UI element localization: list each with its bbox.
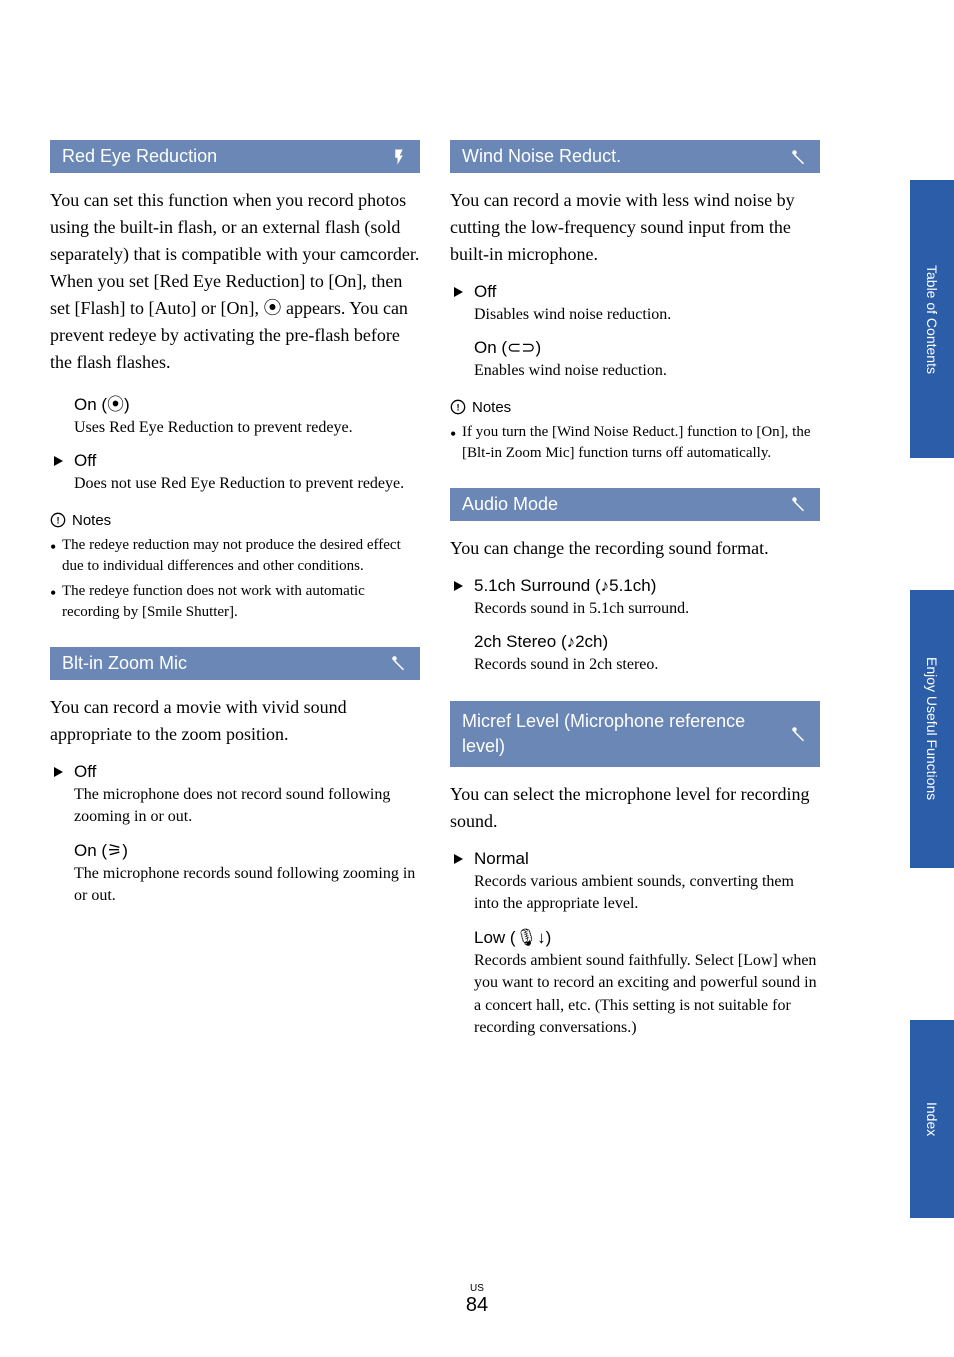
option-name: On (⚞)	[74, 841, 128, 860]
svg-text:!: !	[56, 516, 59, 526]
section-header: Wind Noise Reduct.	[450, 140, 820, 173]
option: Low (🎙↓) Records ambient sound faithfully…	[450, 928, 820, 1040]
notes-header: ! Notes	[450, 399, 820, 416]
section-title: Red Eye Reduction	[62, 146, 217, 167]
option: On (⊂⊃) Enables wind noise reduction.	[450, 338, 820, 382]
option: 5.1ch Surround (♪5.1ch) Records sound in …	[450, 576, 820, 620]
option: Off Does not use Red Eye Reduction to pre…	[50, 451, 420, 495]
option-name: On (⦿)	[74, 395, 130, 414]
option: 2ch Stereo (♪2ch) Records sound in 2ch st…	[450, 632, 820, 676]
default-marker-icon	[454, 287, 463, 297]
default-marker-icon	[454, 854, 463, 864]
option-title: Off	[74, 451, 420, 471]
option-title: On (⦿)	[74, 390, 420, 415]
default-marker-icon	[54, 456, 63, 466]
option-desc: Does not use Red Eye Reduction to preven…	[74, 473, 420, 495]
option-name: Off	[474, 282, 496, 301]
option-name: 2ch Stereo (♪2ch)	[474, 632, 608, 651]
mic-icon	[790, 725, 808, 743]
section-header: Blt-in Zoom Mic	[50, 647, 420, 680]
option-name: Off	[74, 762, 96, 781]
option-desc: Records ambient sound faithfully. Select…	[474, 950, 820, 1040]
section-body: You can change the recording sound forma…	[450, 535, 820, 562]
side-tab[interactable]: Index	[909, 1020, 954, 1220]
option: On (⦿) Uses Red Eye Reduction to prevent …	[50, 390, 420, 439]
option-desc: Records various ambient sounds, converti…	[474, 871, 820, 916]
side-tab[interactable]: Enjoy Useful Functions	[909, 590, 954, 870]
option-name: On (⊂⊃)	[474, 338, 541, 357]
option-title: Low (🎙↓)	[474, 928, 820, 948]
option-desc: The microphone records sound following z…	[74, 863, 420, 908]
section-body: You can select the microphone level for …	[450, 781, 820, 835]
option-title: 2ch Stereo (♪2ch)	[474, 632, 820, 652]
section-header: Micref Level (Microphone reference level…	[450, 701, 820, 767]
page-content: Red Eye Reduction You can set this functi…	[0, 0, 860, 1091]
option-name: Low (🎙↓)	[474, 928, 551, 947]
mic-icon	[790, 495, 808, 513]
note-item: The redeye reduction may not produce the…	[50, 535, 420, 577]
note-item: If you turn the [Wind Noise Reduct.] fun…	[450, 422, 820, 464]
option-title: Normal	[474, 849, 820, 869]
option: Off Disables wind noise reduction.	[450, 282, 820, 326]
option: Normal Records various ambient sounds, co…	[450, 849, 820, 916]
option-desc: Uses Red Eye Reduction to prevent redeye…	[74, 417, 420, 439]
option-title: On (⊂⊃)	[474, 338, 820, 358]
option-desc: Enables wind noise reduction.	[474, 360, 820, 382]
flash-icon	[390, 148, 408, 166]
mic-icon	[390, 654, 408, 672]
option: Off The microphone does not record sound …	[50, 762, 420, 829]
option-desc: Disables wind noise reduction.	[474, 304, 820, 326]
mic-icon	[790, 148, 808, 166]
option-title: On (⚞)	[74, 841, 420, 861]
section-title: Audio Mode	[462, 494, 558, 515]
section-body: You can record a movie with vivid sound …	[50, 694, 420, 748]
section-header: Red Eye Reduction	[50, 140, 420, 173]
notes-title: Notes	[472, 399, 511, 416]
right-column: Wind Noise Reduct. You can record a movie…	[450, 140, 820, 1051]
option-name: 5.1ch Surround (♪5.1ch)	[474, 576, 656, 595]
option: On (⚞) The microphone records sound follo…	[50, 841, 420, 908]
default-marker-icon	[54, 767, 63, 777]
left-column: Red Eye Reduction You can set this functi…	[50, 140, 420, 1051]
section-body: You can record a movie with less wind no…	[450, 187, 820, 268]
section-title: Micref Level (Microphone reference level…	[462, 709, 790, 759]
page-number: US 84	[466, 1283, 488, 1317]
notes-title: Notes	[72, 512, 111, 529]
option-desc: The microphone does not record sound fol…	[74, 784, 420, 829]
notes-icon: !	[50, 512, 66, 528]
option-name: Off	[74, 451, 96, 470]
option-title: Off	[474, 282, 820, 302]
option-title: Off	[74, 762, 420, 782]
option-title: 5.1ch Surround (♪5.1ch)	[474, 576, 820, 596]
notes-list: The redeye reduction may not produce the…	[50, 535, 420, 623]
default-marker-icon	[454, 581, 463, 591]
page-region: US	[466, 1283, 488, 1294]
notes-header: ! Notes	[50, 512, 420, 529]
side-tab[interactable]: Table of Contents	[909, 180, 954, 460]
section-body: You can set this function when you recor…	[50, 187, 420, 376]
section-title: Blt-in Zoom Mic	[62, 653, 187, 674]
notes-icon: !	[450, 399, 466, 415]
option-desc: Records sound in 2ch stereo.	[474, 654, 820, 676]
page-num: 84	[466, 1294, 488, 1317]
section-header: Audio Mode	[450, 488, 820, 521]
notes-list: If you turn the [Wind Noise Reduct.] fun…	[450, 422, 820, 464]
option-name: Normal	[474, 849, 529, 868]
option-desc: Records sound in 5.1ch surround.	[474, 598, 820, 620]
svg-text:!: !	[456, 403, 459, 413]
note-item: The redeye function does not work with a…	[50, 581, 420, 623]
section-title: Wind Noise Reduct.	[462, 146, 621, 167]
